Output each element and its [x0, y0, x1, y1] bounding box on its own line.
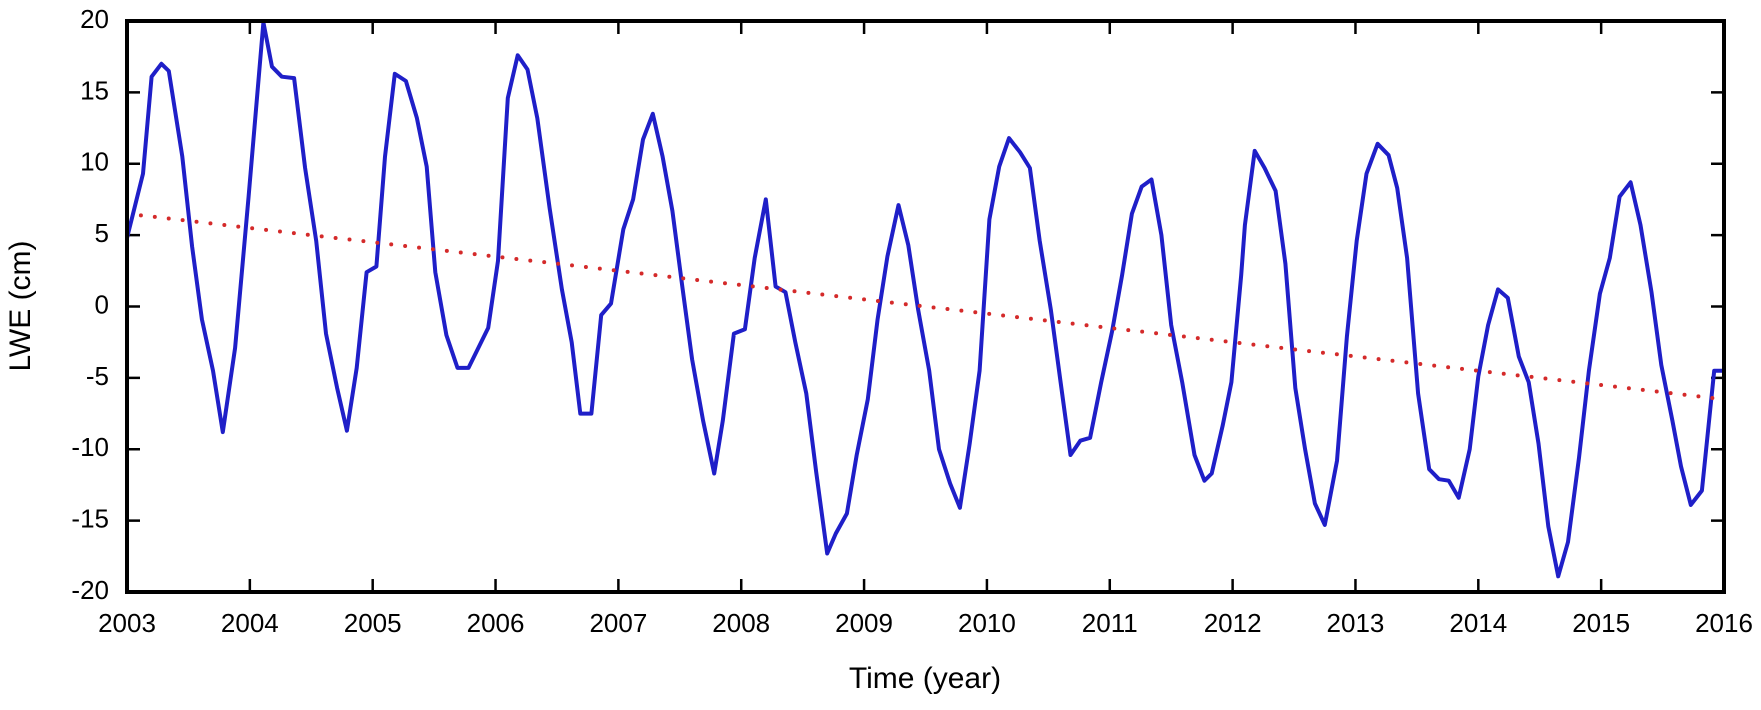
trend-line	[125, 211, 1726, 402]
x-tick-label: 2008	[712, 608, 770, 638]
x-tick-label: 2009	[835, 608, 893, 638]
y-tick-label: -15	[71, 504, 109, 534]
x-tick-label: 2012	[1204, 608, 1262, 638]
y-tick-label: 0	[95, 289, 109, 319]
x-tick-label: 2013	[1327, 608, 1385, 638]
y-axis-title: LWE (cm)	[4, 240, 37, 371]
x-tick-label: 2005	[344, 608, 402, 638]
y-tick-label: 10	[80, 147, 109, 177]
plot-frame	[125, 19, 1726, 594]
data-line	[125, 20, 1724, 579]
x-tick-label: 2006	[467, 608, 525, 638]
x-tick-label: 2015	[1572, 608, 1630, 638]
x-tick-label: 2007	[589, 608, 647, 638]
x-tick-label: 2003	[98, 608, 156, 638]
y-tick-label: -10	[71, 432, 109, 462]
y-tick-label: -20	[71, 575, 109, 605]
y-tick-label: 5	[95, 218, 109, 248]
x-tick-label: 2010	[958, 608, 1016, 638]
y-tick-label: 15	[80, 75, 109, 105]
y-tick-label: 20	[80, 4, 109, 34]
x-tick-label: 2016	[1695, 608, 1753, 638]
x-axis-title: Time (year)	[849, 662, 1001, 695]
y-tick-label: -5	[86, 361, 109, 391]
x-tick-label: 2011	[1082, 608, 1138, 638]
x-tick-label: 2014	[1449, 608, 1507, 638]
x-tick-label: 2004	[221, 608, 279, 638]
